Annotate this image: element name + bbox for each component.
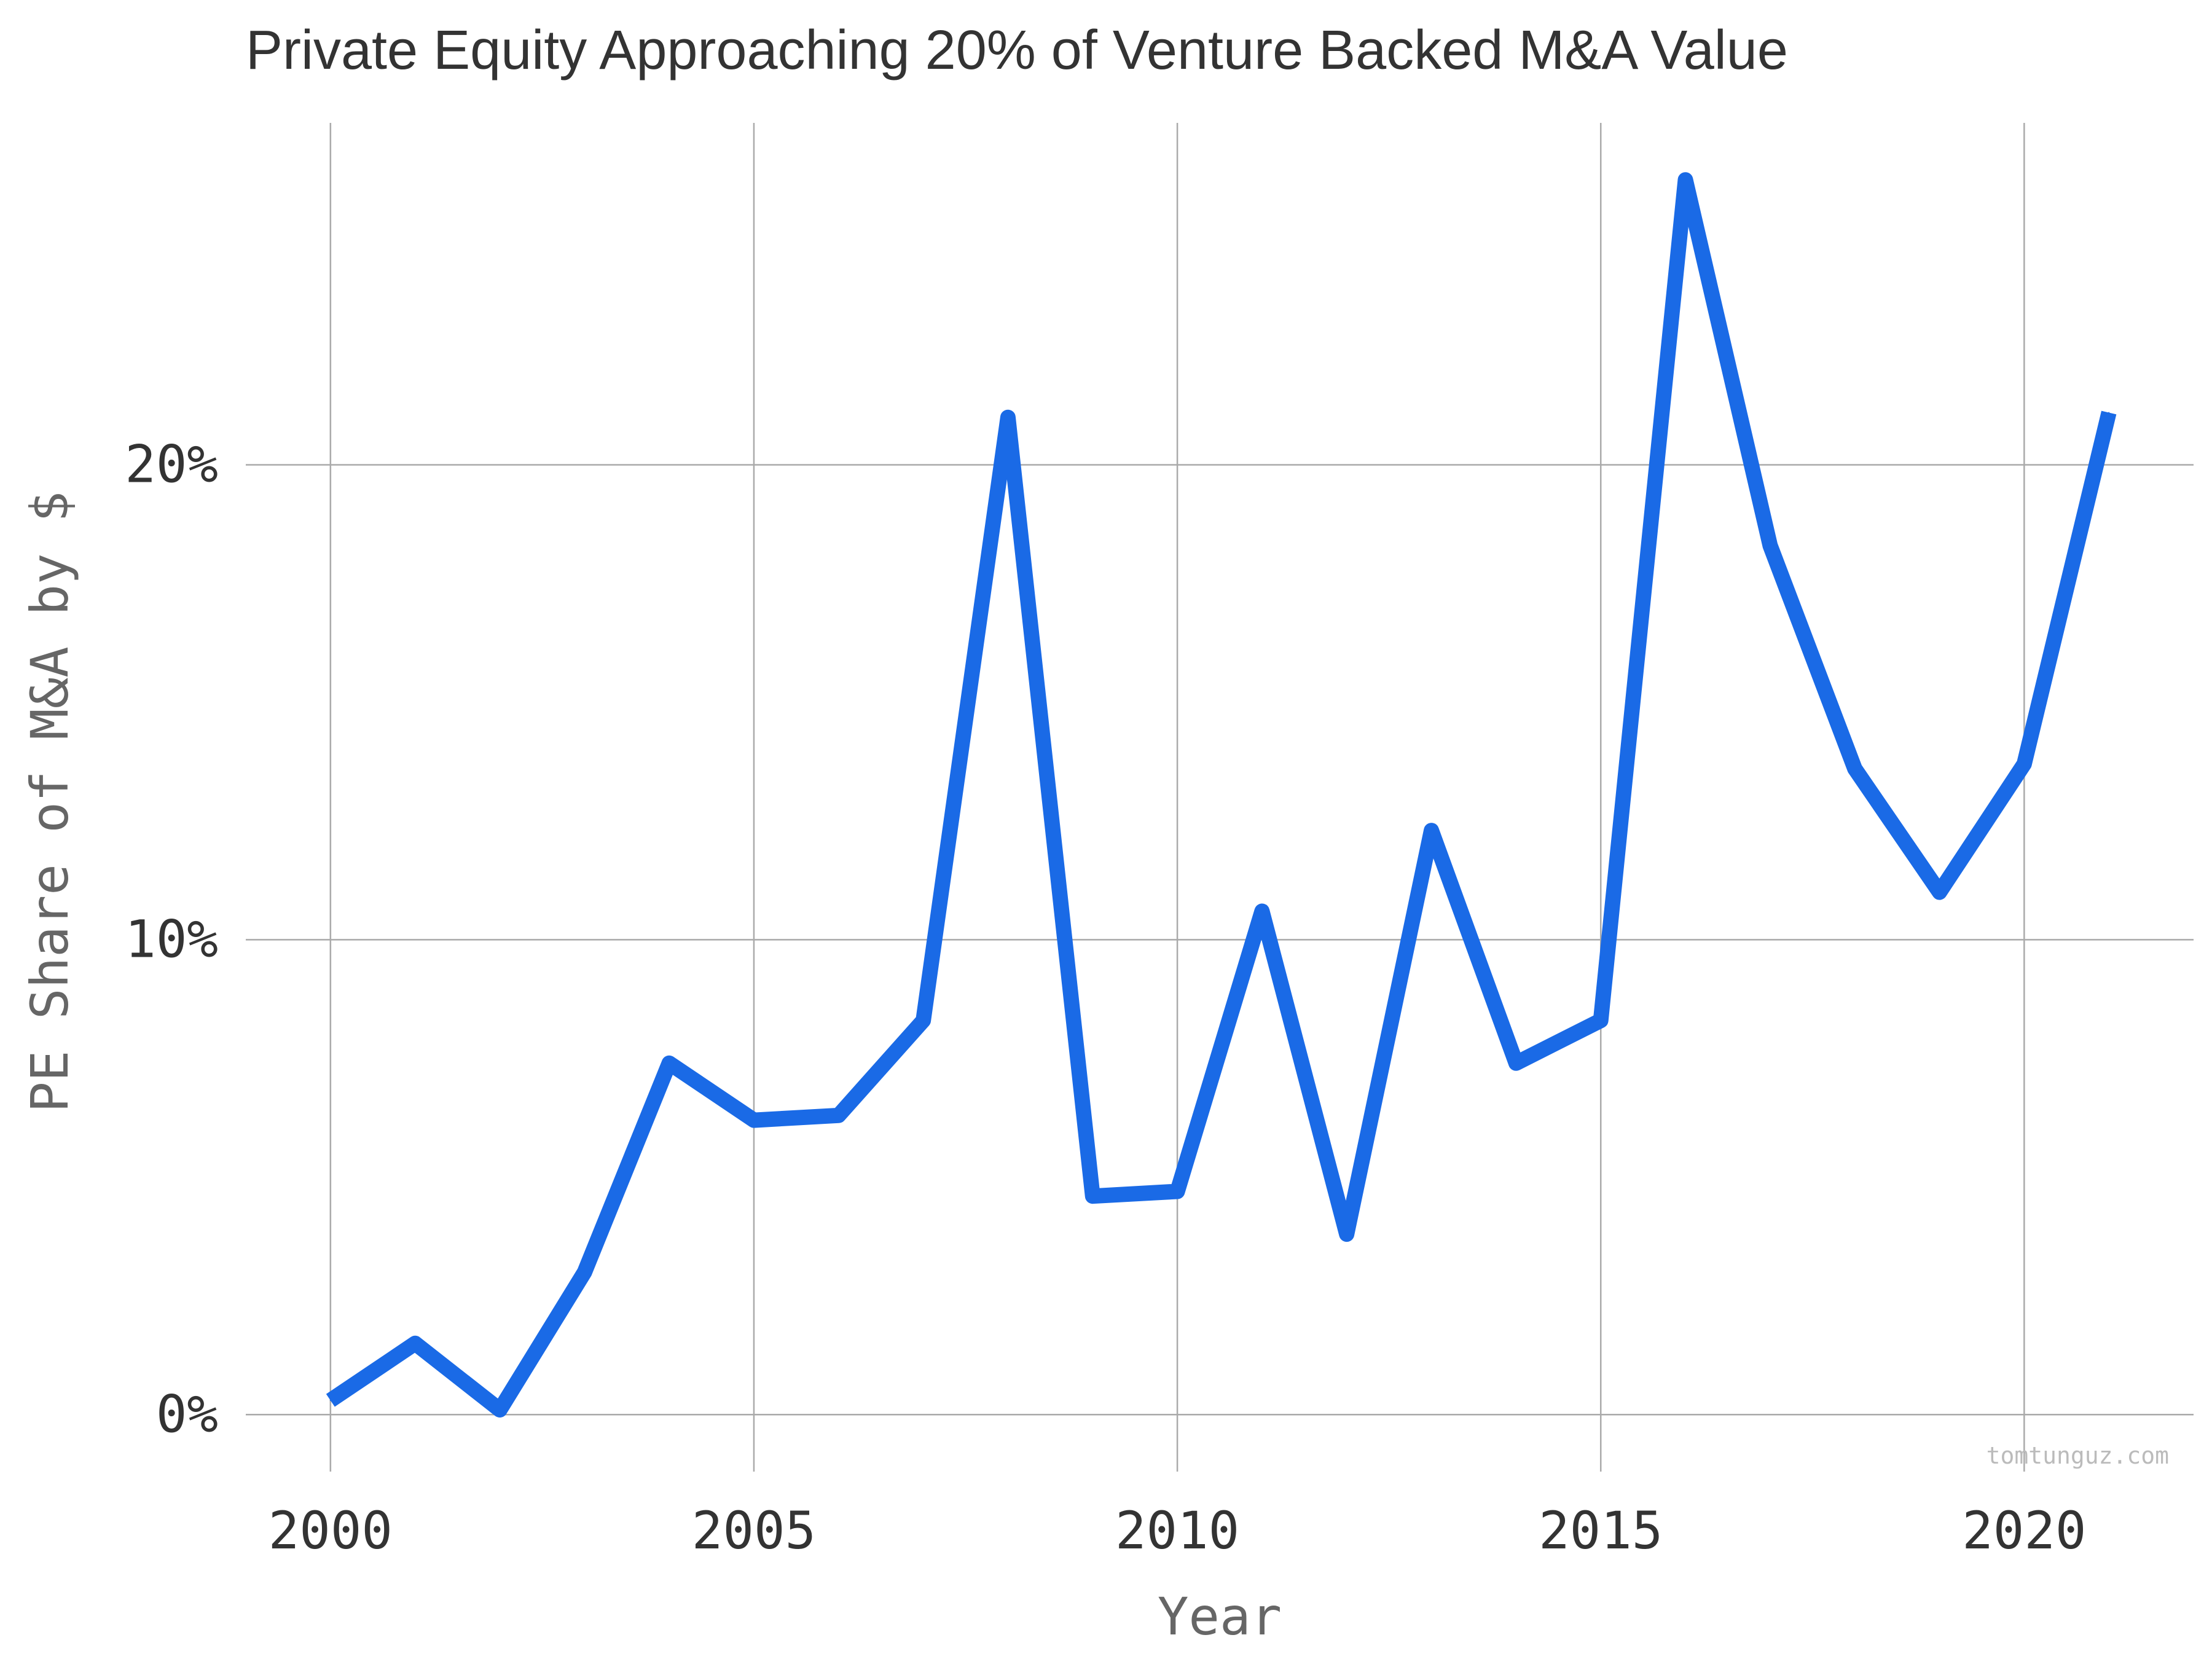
x-tick-labels: 2000 2005 2010 2015 2020 — [269, 1500, 2087, 1561]
data-point — [1939, 892, 1940, 893]
data-point — [922, 1019, 924, 1021]
chart-title: Private Equity Approaching 20% of Ventur… — [246, 20, 1788, 81]
data-point — [1092, 1195, 1094, 1197]
data-point — [1854, 768, 1856, 770]
data-point — [1430, 830, 1432, 831]
data-point — [837, 1115, 839, 1116]
x-tick-label: 2015 — [1539, 1500, 1663, 1561]
data-point — [414, 1343, 416, 1344]
y-tick-label: 10% — [125, 909, 218, 969]
data-point — [1685, 179, 1687, 181]
data-point — [2023, 763, 2025, 765]
data-point — [1007, 417, 1009, 418]
data-point — [753, 1120, 755, 1121]
data-point — [669, 1062, 670, 1064]
data-point — [1769, 544, 1771, 546]
data-point — [1177, 1190, 1179, 1192]
series-layer — [326, 172, 2117, 1418]
grid — [246, 123, 2194, 1472]
x-axis-label: Year — [1158, 1586, 1282, 1647]
x-tick-label: 2010 — [1115, 1500, 1239, 1561]
data-point — [584, 1271, 586, 1273]
data-point — [329, 1400, 331, 1402]
y-tick-label: 0% — [156, 1384, 218, 1444]
y-tick-label: 20% — [125, 434, 218, 494]
data-point — [499, 1409, 501, 1411]
data-point — [2108, 412, 2110, 414]
data-point — [1346, 1233, 1347, 1235]
y-tick-labels: 0% 10% 20% — [125, 434, 218, 1444]
x-tick-label: 2020 — [1962, 1500, 2086, 1561]
x-tick-label: 2005 — [692, 1500, 816, 1561]
watermark: tomtunguz.com — [1986, 1442, 2169, 1469]
data-point — [1261, 910, 1263, 912]
y-axis-label: PE Share of M&A by $ — [20, 491, 80, 1112]
data-point — [1515, 1062, 1517, 1064]
data-point — [1600, 1019, 1602, 1021]
series-line — [326, 172, 2117, 1418]
x-tick-label: 2000 — [269, 1500, 393, 1561]
